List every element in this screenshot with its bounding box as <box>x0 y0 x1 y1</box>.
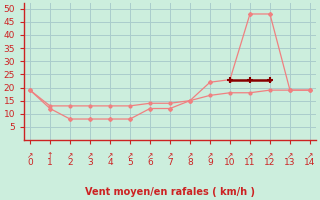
Text: ↗: ↗ <box>67 151 73 160</box>
Text: ↗: ↗ <box>187 151 193 160</box>
Text: ↗: ↗ <box>267 151 273 160</box>
Text: ↑: ↑ <box>47 151 53 160</box>
X-axis label: Vent moyen/en rafales ( km/h ): Vent moyen/en rafales ( km/h ) <box>85 187 255 197</box>
Text: ↗: ↗ <box>167 151 173 160</box>
Text: ↗: ↗ <box>87 151 93 160</box>
Text: ↗: ↗ <box>107 151 113 160</box>
Text: ↗: ↗ <box>247 151 253 160</box>
Text: ↗: ↗ <box>27 151 33 160</box>
Text: ↗: ↗ <box>287 151 293 160</box>
Text: ↗: ↗ <box>147 151 153 160</box>
Text: ↗: ↗ <box>307 151 313 160</box>
Text: ↗: ↗ <box>127 151 133 160</box>
Text: ↗: ↗ <box>227 151 233 160</box>
Text: ↗: ↗ <box>207 151 213 160</box>
